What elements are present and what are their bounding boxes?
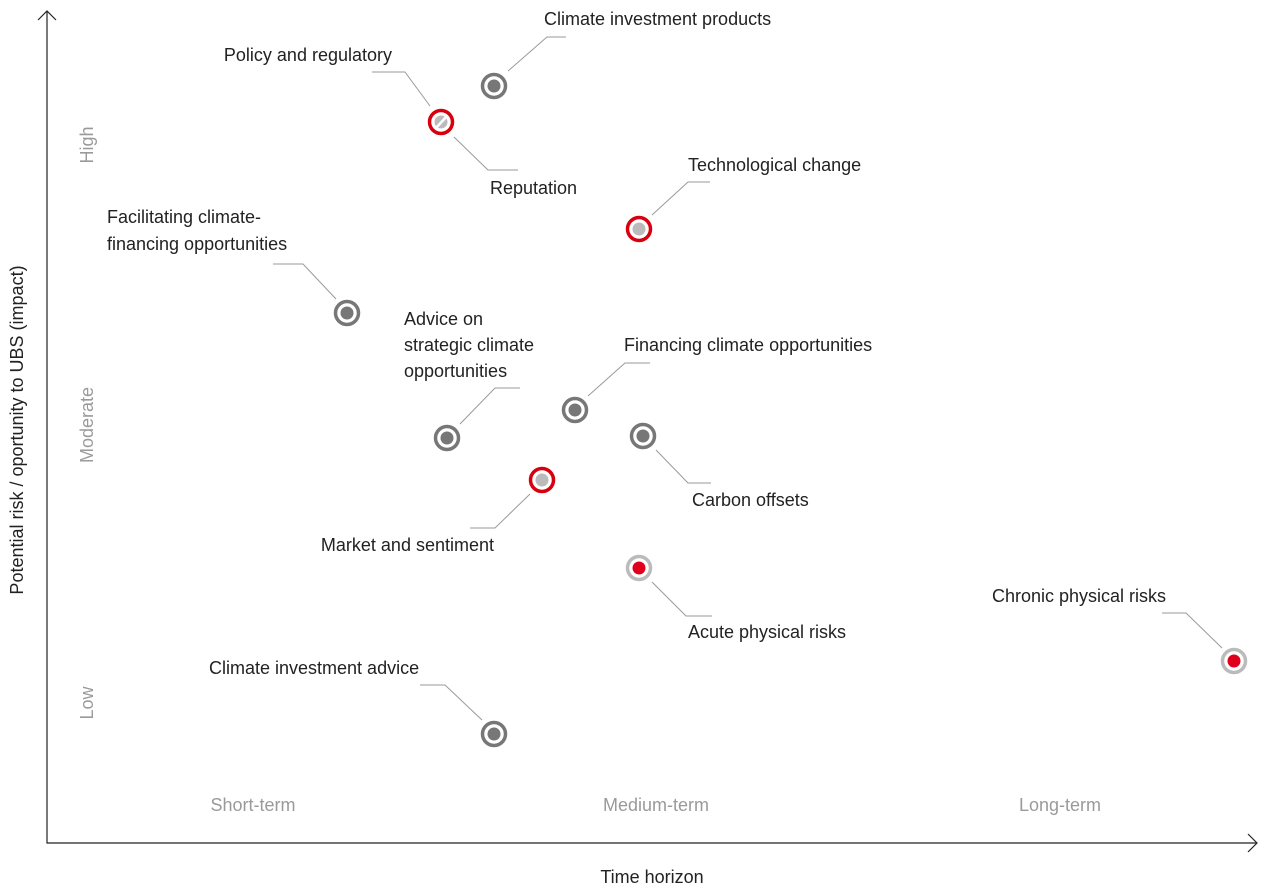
axis-lines bbox=[46, 12, 1256, 844]
leader bbox=[655, 449, 711, 484]
node-label: opportunities bbox=[404, 361, 507, 381]
leader bbox=[459, 387, 520, 425]
node-label: Climate investment advice bbox=[209, 658, 419, 678]
node-label: Facilitating climate- bbox=[107, 207, 261, 227]
node-label: strategic climate bbox=[404, 335, 534, 355]
x-axis-title: Time horizon bbox=[600, 867, 703, 887]
node-label: Financing climate opportunities bbox=[624, 335, 872, 355]
node-label: Market and sentiment bbox=[321, 535, 494, 555]
node-label: financing opportunities bbox=[107, 234, 287, 254]
marker bbox=[629, 422, 657, 450]
node-label: Technological change bbox=[688, 155, 861, 175]
leader bbox=[587, 362, 650, 397]
y-level: Low bbox=[77, 685, 97, 719]
node-label: Chronic physical risks bbox=[992, 586, 1166, 606]
y-level: High bbox=[77, 126, 97, 163]
node-label: Advice on bbox=[404, 309, 483, 329]
leader bbox=[372, 71, 431, 107]
marker bbox=[625, 554, 653, 582]
leader-lines bbox=[273, 36, 1223, 721]
y-level: Moderate bbox=[77, 387, 97, 463]
marker bbox=[625, 215, 653, 243]
leader bbox=[507, 36, 566, 72]
x-level: Short-term bbox=[210, 795, 295, 815]
axes bbox=[37, 10, 1258, 853]
node-label: Reputation bbox=[490, 178, 577, 198]
leader bbox=[651, 181, 710, 216]
y-arrow bbox=[37, 10, 57, 21]
x-arrow bbox=[1247, 833, 1258, 853]
leader bbox=[1162, 612, 1223, 649]
marker bbox=[1220, 647, 1248, 675]
leader bbox=[273, 263, 337, 300]
node-label: Policy and regulatory bbox=[224, 45, 392, 65]
x-level: Long-term bbox=[1019, 795, 1101, 815]
marker bbox=[333, 299, 361, 327]
node-label: Acute physical risks bbox=[688, 622, 846, 642]
marker bbox=[561, 396, 589, 424]
marker bbox=[427, 108, 455, 136]
leader bbox=[420, 684, 483, 721]
y-axis-title: Potential risk / oportunity to UBS (impa… bbox=[7, 265, 27, 594]
marker bbox=[433, 424, 461, 452]
node-label: Climate investment products bbox=[544, 9, 771, 29]
markers bbox=[333, 72, 1248, 748]
leader bbox=[651, 581, 712, 617]
leader bbox=[453, 136, 518, 171]
x-level: Medium-term bbox=[603, 795, 709, 815]
leader bbox=[470, 493, 531, 529]
node-label: Carbon offsets bbox=[692, 490, 809, 510]
marker bbox=[480, 72, 508, 100]
marker bbox=[480, 720, 508, 748]
marker bbox=[528, 466, 556, 494]
